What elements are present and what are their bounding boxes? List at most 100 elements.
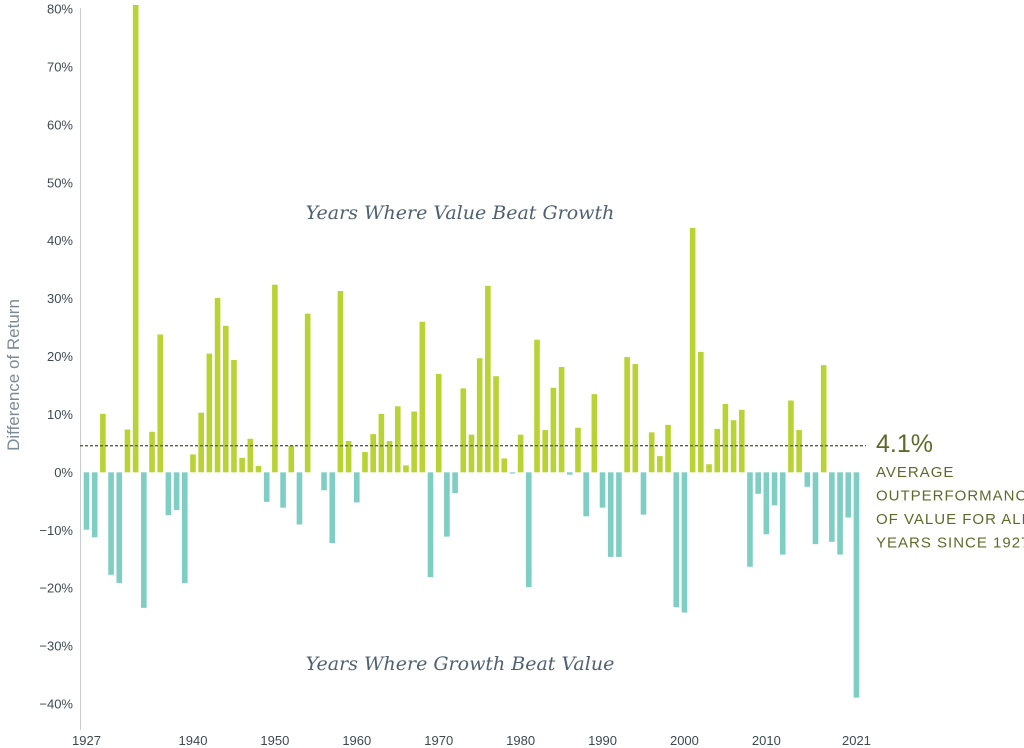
bar-1956 <box>321 472 327 491</box>
bar-1983 <box>542 430 548 473</box>
bar-1997 <box>657 456 663 473</box>
bar-1985 <box>558 366 565 473</box>
bar-1949 <box>263 472 270 502</box>
bar-1989 <box>591 394 598 473</box>
bar-1933 <box>132 4 139 473</box>
bar-1966 <box>403 465 409 473</box>
bar-2008 <box>747 472 753 567</box>
bar-1981 <box>526 472 532 588</box>
bar-2011 <box>771 472 778 506</box>
bar-1998 <box>665 424 671 473</box>
y-tick-label: 60% <box>47 117 73 132</box>
y-tick-label: 0% <box>54 465 73 480</box>
bar-1990 <box>599 472 606 508</box>
y-tick-label: 20% <box>47 349 73 364</box>
y-tick-label: −20% <box>39 581 73 596</box>
bar-1993 <box>624 357 630 473</box>
bar-1959 <box>345 441 352 473</box>
bar-1931 <box>116 472 123 583</box>
bar-1977 <box>493 376 499 473</box>
bar-1937 <box>165 472 172 516</box>
bar-2007 <box>738 409 745 473</box>
bar-1930 <box>108 472 114 575</box>
bar-1967 <box>411 411 417 473</box>
bar-1935 <box>149 431 155 473</box>
x-axis-ticks: 1927 1940 1950 1960 1970 1980 1990 2000 2010 2021 <box>72 733 871 748</box>
average-description: AVERAGE OUTPERFORMANCE OF VALUE FOR ALL YEA… <box>876 464 1024 552</box>
growth-beat-value-annotation: Years Where Growth Beat Value <box>306 653 615 675</box>
average-description-line: YEARS SINCE 1927 <box>876 535 1024 552</box>
value-beat-growth-annotation: Years Where Value Beat Growth <box>306 202 615 224</box>
bar-2004 <box>714 428 721 473</box>
x-tick-label: 2021 <box>842 733 871 748</box>
bar-1944 <box>222 325 229 473</box>
x-tick-label: 1940 <box>179 733 208 748</box>
x-tick-label: 1927 <box>72 733 101 748</box>
bar-1958 <box>337 291 344 473</box>
bar-2018 <box>829 472 835 542</box>
x-tick-label: 1970 <box>424 733 453 748</box>
bar-1963 <box>378 413 385 473</box>
y-tick-label: 40% <box>47 233 73 248</box>
bar-1947 <box>247 438 254 473</box>
y-tick-label: −30% <box>39 639 73 654</box>
bar-1953 <box>296 472 303 525</box>
y-tick-label: 80% <box>47 2 73 17</box>
bar-1961 <box>362 452 368 473</box>
y-tick-label: −10% <box>39 523 73 538</box>
bar-1936 <box>157 334 164 473</box>
bar-2006 <box>730 420 737 473</box>
bar-1991 <box>607 472 614 557</box>
bar-1929 <box>100 413 106 473</box>
y-tick-label: 10% <box>47 407 73 422</box>
bar-2012 <box>779 472 786 555</box>
bar-2009 <box>755 472 761 494</box>
y-tick-label: 50% <box>47 175 73 190</box>
average-value-label: 4.1% <box>876 430 933 458</box>
bar-1978 <box>501 458 508 473</box>
bar-1934 <box>141 472 147 608</box>
bar-1971 <box>444 472 450 537</box>
bar-2001 <box>689 227 696 473</box>
bar-1969 <box>427 472 434 578</box>
bar-1942 <box>206 353 213 473</box>
bar-1945 <box>231 359 237 473</box>
bar-1957 <box>329 472 336 543</box>
bar-1994 <box>632 364 639 473</box>
bar-1950 <box>272 284 278 473</box>
bar-1980 <box>517 434 524 473</box>
bar-1965 <box>394 406 401 473</box>
y-axis-ticks: 80% 70% 60% 50% 40% 30% 20% 10% 0% −10% −20% −30% −4… <box>39 2 73 712</box>
bar-1941 <box>198 412 204 473</box>
bar-1943 <box>214 298 221 473</box>
bar-1954 <box>304 313 311 473</box>
bar-1938 <box>173 472 180 510</box>
bar-2010 <box>763 472 770 535</box>
bar-1979 <box>509 472 516 474</box>
bar-1960 <box>354 472 360 503</box>
bar-1970 <box>435 373 442 473</box>
bar-2015 <box>804 472 811 487</box>
bar-2000 <box>681 472 688 613</box>
bar-1951 <box>280 472 286 508</box>
bar-1996 <box>648 432 655 473</box>
y-tick-label: 30% <box>47 291 73 306</box>
bar-2005 <box>722 403 729 473</box>
y-axis-label: Difference of Return <box>4 299 23 451</box>
bar-1932 <box>124 429 131 473</box>
bar-1940 <box>190 454 196 473</box>
bar-1974 <box>468 434 475 473</box>
average-description-line: OUTPERFORMANCE <box>876 488 1024 505</box>
bar-2002 <box>698 351 704 473</box>
bar-2016 <box>812 472 819 545</box>
bar-1927 <box>83 472 90 530</box>
bar-1964 <box>386 441 393 473</box>
bar-1939 <box>181 472 188 583</box>
bar-1999 <box>673 472 680 608</box>
x-tick-label: 1980 <box>506 733 535 748</box>
bar-1928 <box>91 472 98 538</box>
bar-1984 <box>550 387 557 473</box>
x-tick-label: 1960 <box>342 733 371 748</box>
y-tick-label: −40% <box>39 697 73 712</box>
x-tick-label: 1990 <box>588 733 617 748</box>
